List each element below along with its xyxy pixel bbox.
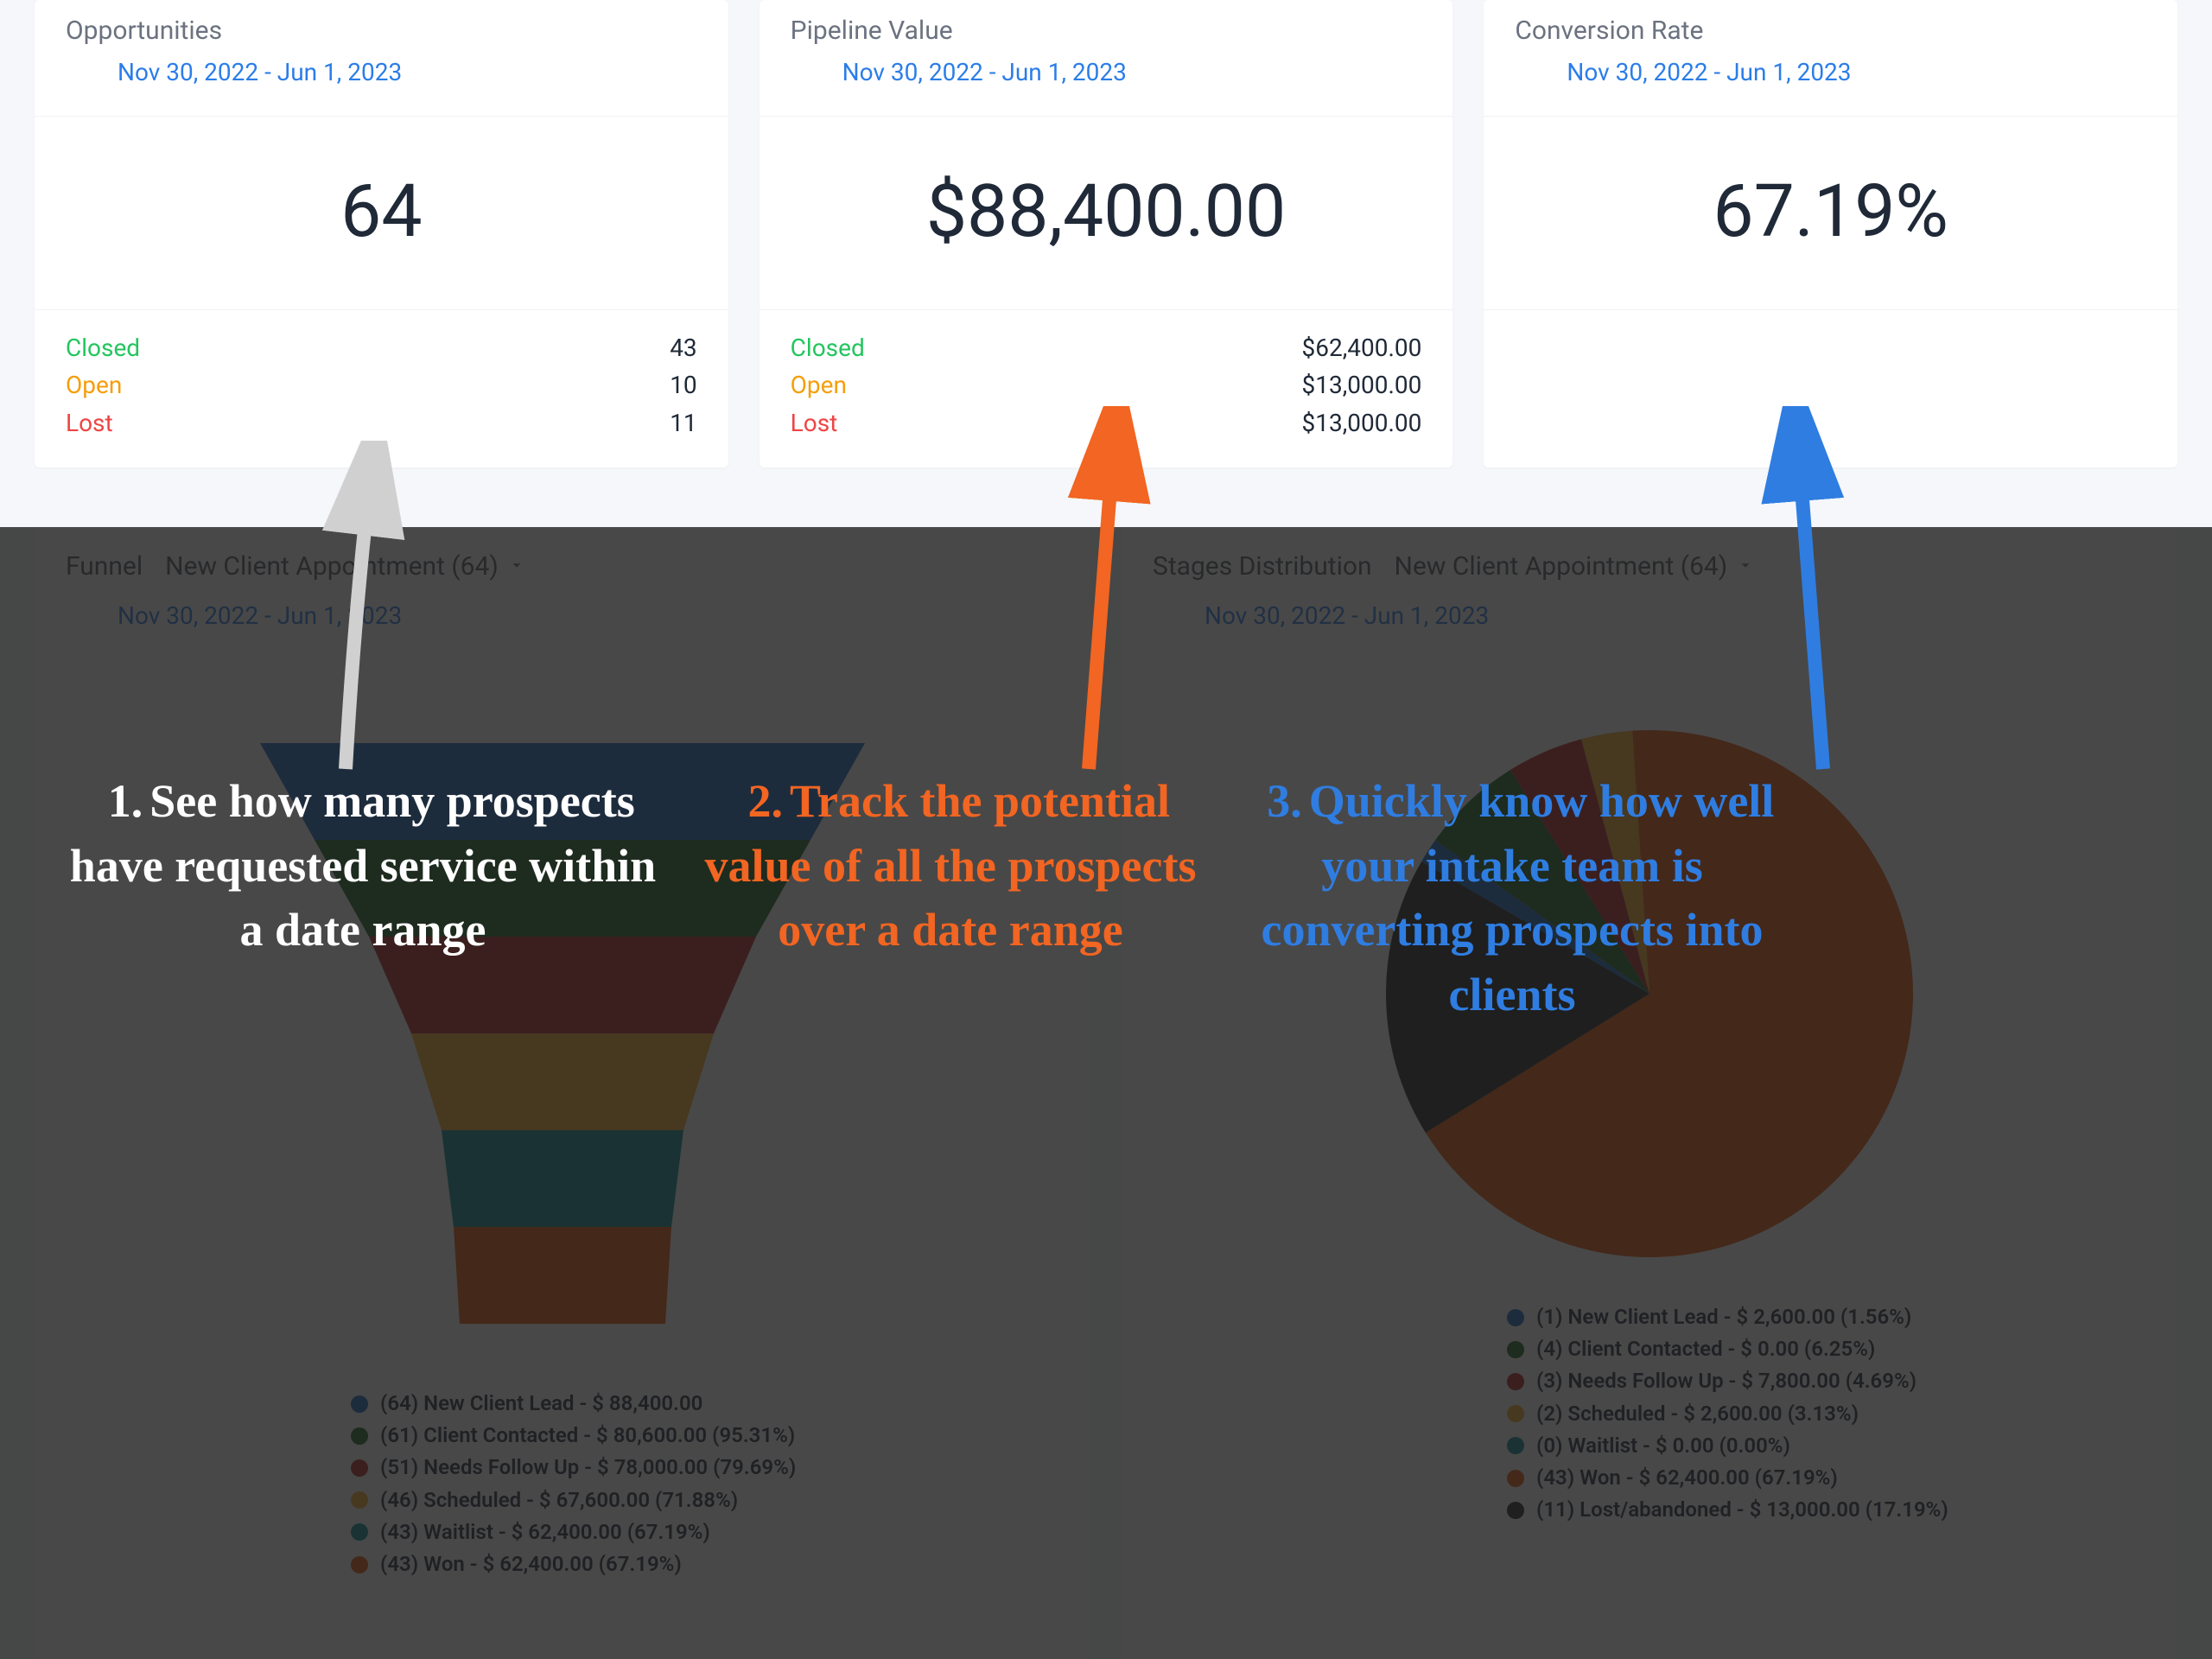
pipeline-card: Pipeline Value Nov 30, 2022 - Jun 1, 202…: [760, 0, 1453, 467]
breakdown-label: Lost: [791, 404, 838, 442]
conversion-card: Conversion Rate Nov 30, 2022 - Jun 1, 20…: [1484, 0, 2177, 467]
card-title: Pipeline Value: [791, 16, 1422, 46]
breakdown-value: $13,000.00: [1302, 366, 1422, 404]
card-title: Opportunities: [66, 16, 697, 46]
annotation-overlay: [0, 527, 2212, 1659]
breakdown-label: Closed: [66, 329, 140, 366]
pipeline-breakdown: Closed $62,400.00 Open $13,000.00 Lost $13,00…: [760, 309, 1453, 467]
breakdown-row: Lost $13,000.00: [791, 404, 1422, 442]
breakdown-value: 43: [670, 329, 696, 366]
breakdown-value: $62,400.00: [1302, 329, 1422, 366]
breakdown-label: Closed: [791, 329, 865, 366]
breakdown-label: Lost: [66, 404, 113, 442]
pipeline-value: $88,400.00: [760, 116, 1453, 309]
breakdown-value: 11: [670, 404, 696, 442]
date-range-link[interactable]: Nov 30, 2022 - Jun 1, 2023: [1515, 58, 2146, 86]
conversion-value: 67.19%: [1484, 116, 2177, 309]
breakdown-label: Open: [791, 366, 847, 404]
opportunities-value: 64: [35, 116, 728, 309]
breakdown-row: Closed $62,400.00: [791, 329, 1422, 366]
conversion-breakdown: [1484, 309, 2177, 439]
breakdown-value: $13,000.00: [1302, 404, 1422, 442]
date-range-link[interactable]: Nov 30, 2022 - Jun 1, 2023: [66, 58, 697, 86]
breakdown-row: Closed 43: [66, 329, 697, 366]
breakdown-label: Open: [66, 366, 122, 404]
metrics-row: Opportunities Nov 30, 2022 - Jun 1, 2023…: [0, 0, 2212, 467]
breakdown-value: 10: [670, 366, 696, 404]
breakdown-row: Open 10: [66, 366, 697, 404]
date-range-link[interactable]: Nov 30, 2022 - Jun 1, 2023: [791, 58, 1422, 86]
opportunities-breakdown: Closed 43 Open 10 Lost 11: [35, 309, 728, 467]
breakdown-row: Open $13,000.00: [791, 366, 1422, 404]
opportunities-card: Opportunities Nov 30, 2022 - Jun 1, 2023…: [35, 0, 728, 467]
breakdown-row: Lost 11: [66, 404, 697, 442]
card-title: Conversion Rate: [1515, 16, 2146, 46]
